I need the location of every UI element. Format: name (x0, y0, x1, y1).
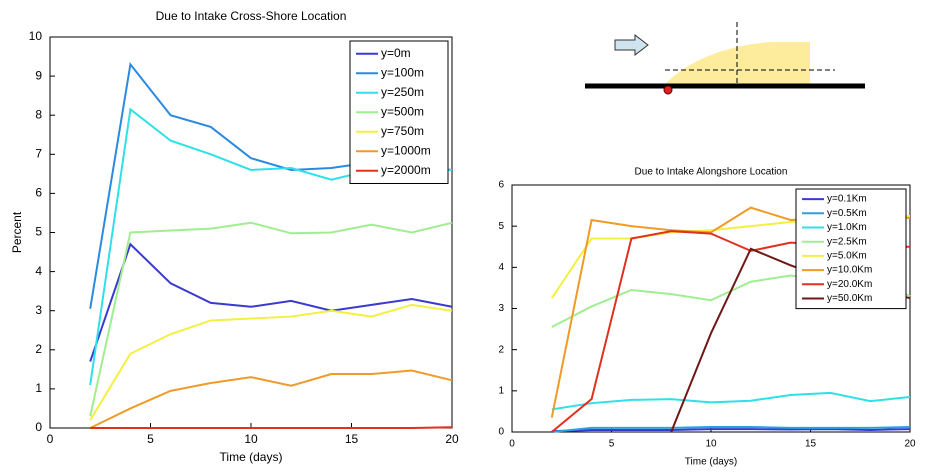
flow-arrow (615, 35, 648, 55)
legend-label: y=5.0Km (827, 251, 867, 262)
y-tick-label: 4 (498, 262, 504, 273)
x-tick-label: 0 (47, 432, 54, 446)
legend: y=0.1Km y=0.5Km y=1.0Km y=2.5Km y=5.0Km y=10.… (796, 189, 906, 309)
chart-title: Due to Intake Cross-Shore Location (156, 9, 347, 23)
legend-label: y=1000m (381, 143, 431, 157)
legend-label: y=2000m (381, 163, 431, 177)
y-tick-label: 2 (498, 344, 504, 355)
intake (664, 86, 672, 94)
y-tick-label: 9 (35, 68, 42, 82)
y-tick-label: 2 (35, 342, 42, 356)
y-tick-label: 1 (498, 385, 504, 396)
y-tick-label: 5 (35, 225, 42, 239)
legend-label: y=2.5Km (827, 236, 867, 247)
legend-label: y=0m (381, 46, 411, 60)
legend-label: y=500m (381, 104, 424, 118)
legend-label: y=100m (381, 65, 424, 79)
series-line (90, 427, 452, 428)
legend-label: y=20.0Km (827, 279, 872, 290)
legend-box (796, 189, 906, 309)
y-tick-label: 3 (35, 303, 42, 317)
schematic (585, 22, 865, 94)
y-tick-label: 6 (498, 180, 504, 191)
x-tick-label: 20 (904, 439, 916, 450)
legend-label: y=50.0Km (827, 293, 872, 304)
legend-label: y=250m (381, 85, 424, 99)
y-tick-label: 5 (498, 221, 504, 232)
legend-label: y=750m (381, 124, 424, 138)
x-tick-label: 0 (509, 439, 515, 450)
y-tick-label: 6 (35, 186, 42, 200)
legend-label: y=1.0Km (827, 222, 867, 233)
legend-label: y=0.1Km (827, 194, 867, 205)
legend-label: y=10.0Km (827, 265, 872, 276)
y-tick-label: 1 (35, 381, 42, 395)
x-tick-label: 15 (345, 432, 359, 446)
x-tick-label: 10 (705, 439, 717, 450)
x-axis-label: Time (days) (685, 457, 737, 468)
y-tick-label: 0 (35, 420, 42, 434)
x-tick-label: 20 (445, 432, 459, 446)
chart: Due to Intake Cross-Shore Location Time (… (10, 9, 459, 464)
figure: Due to Intake Cross-Shore Location Time (… (0, 0, 929, 476)
y-tick-label: 4 (35, 264, 42, 278)
x-tick-label: 5 (609, 439, 615, 450)
x-axis-label: Time (days) (220, 450, 283, 464)
y-tick-label: 8 (35, 107, 42, 121)
chart-title: Due to Intake Alongshore Location (635, 167, 788, 178)
y-tick-label: 10 (29, 29, 43, 43)
y-tick-label: 3 (498, 303, 504, 314)
legend: y=0m y=100m y=250m y=500m y=750m y=1000m y=200… (350, 41, 448, 184)
x-tick-label: 15 (805, 439, 817, 450)
y-tick-label: 0 (498, 427, 504, 438)
chart: Due to Intake Alongshore Location Time (d… (498, 167, 916, 468)
y-axis-label: Percent (10, 211, 24, 253)
x-tick-label: 10 (244, 432, 258, 446)
legend-label: y=0.5Km (827, 208, 867, 219)
y-tick-label: 7 (35, 146, 42, 160)
x-tick-label: 5 (147, 432, 154, 446)
